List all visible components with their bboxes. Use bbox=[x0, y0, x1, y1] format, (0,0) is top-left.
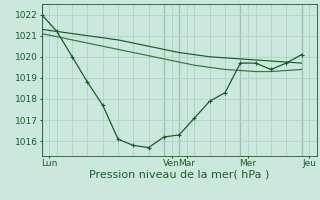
X-axis label: Pression niveau de la mer( hPa ): Pression niveau de la mer( hPa ) bbox=[89, 170, 269, 180]
